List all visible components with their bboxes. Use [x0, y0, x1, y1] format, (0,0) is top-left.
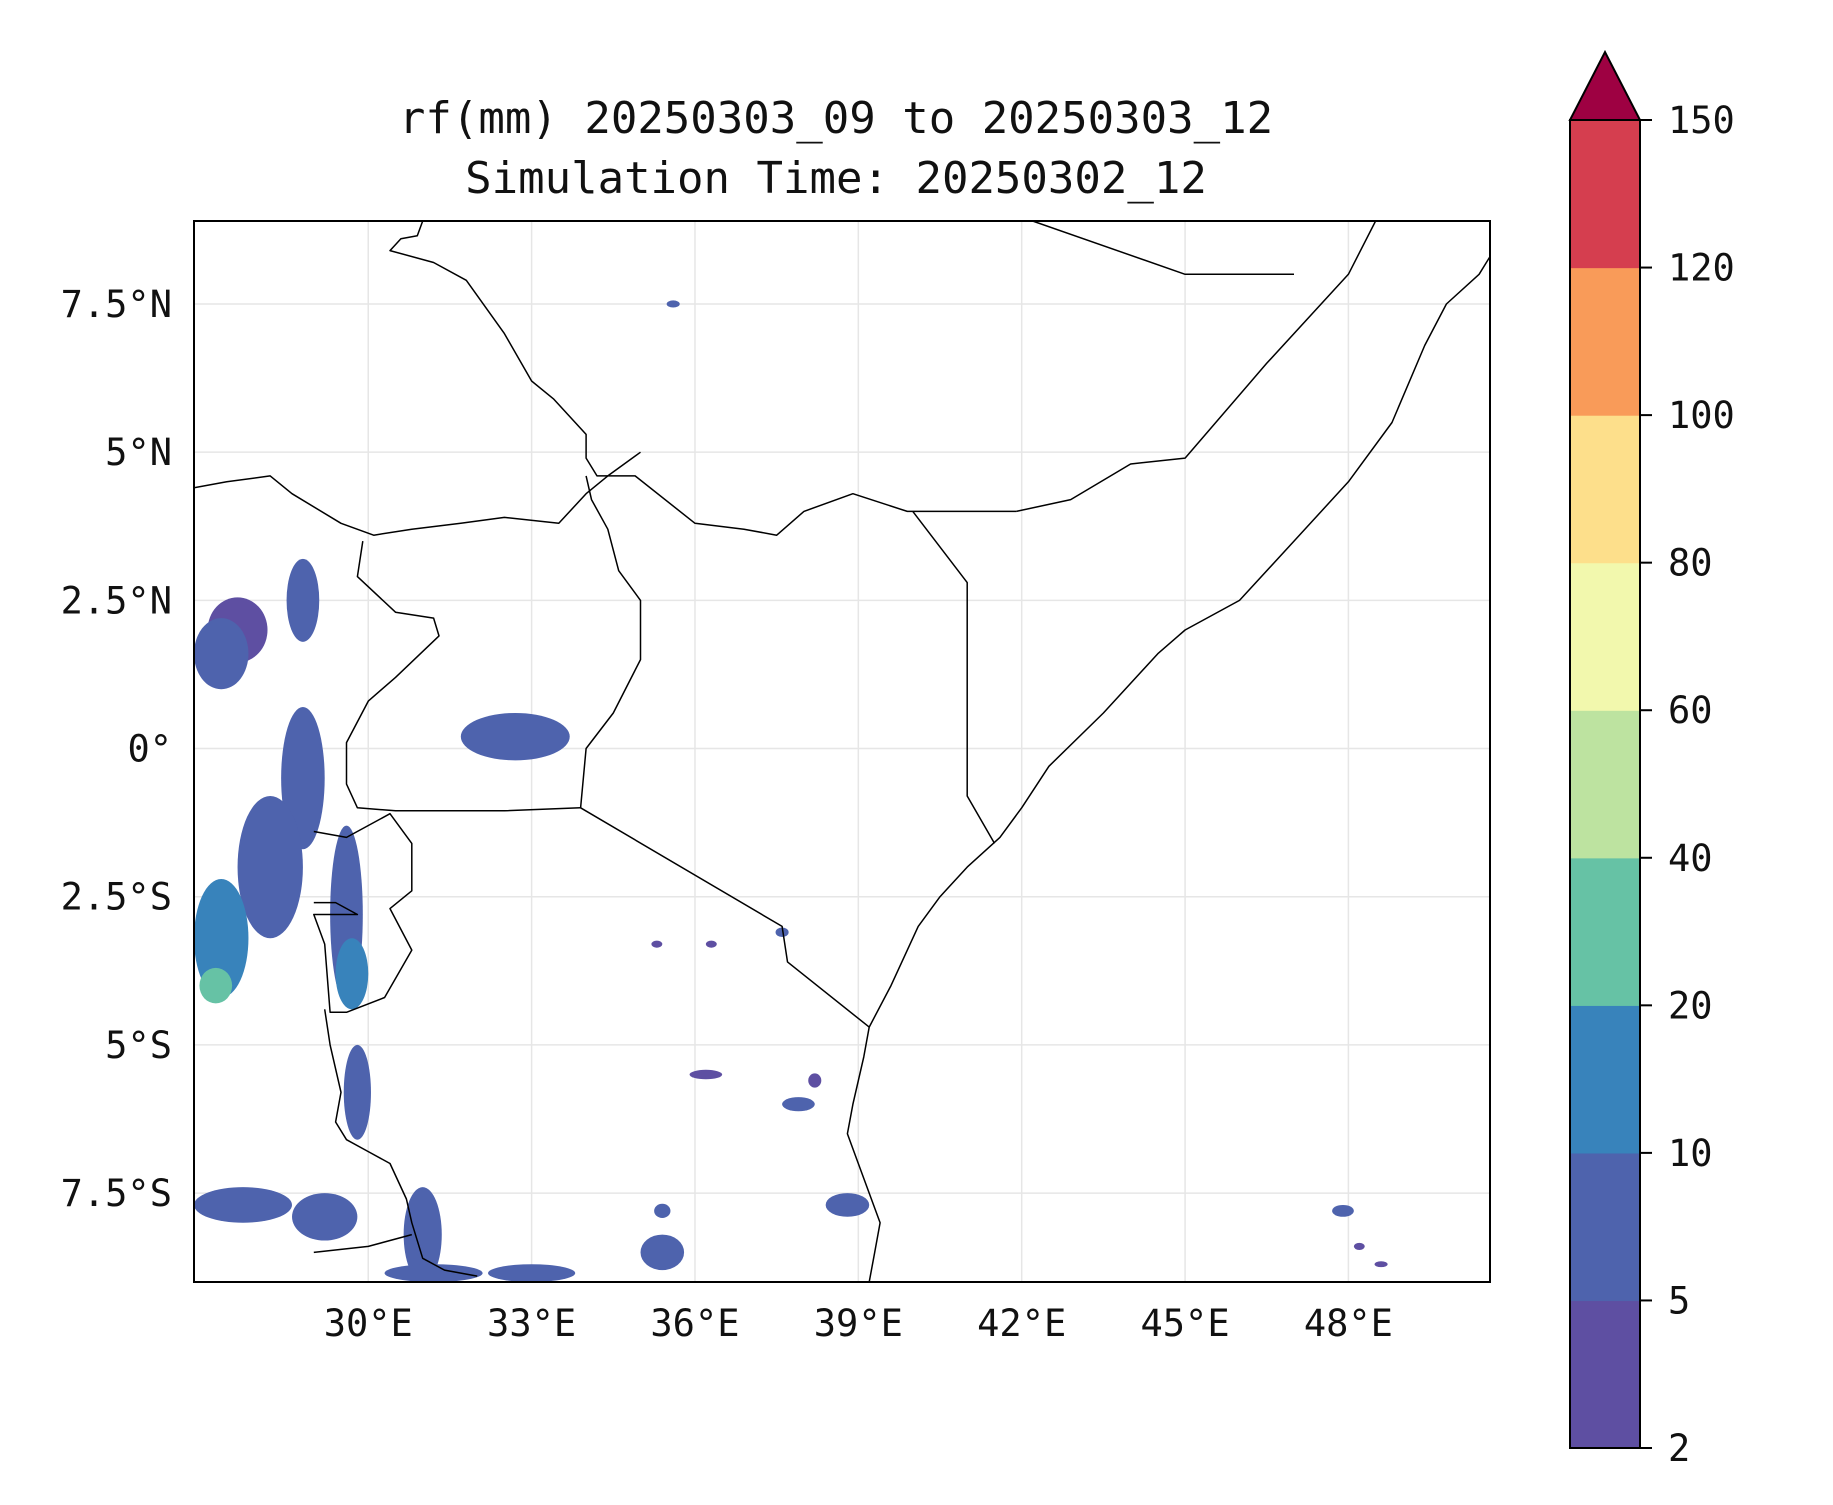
rain-s-7 — [689, 1069, 723, 1080]
lon-tick-label-1: 33°E — [487, 1302, 576, 1345]
lat-tick-label-2: 2.5°N — [61, 579, 172, 622]
rain-somali-sea-1 — [1332, 1204, 1354, 1217]
rain-w-4 — [281, 707, 325, 850]
country-borders — [194, 221, 1490, 1282]
rain-s-1 — [384, 1264, 483, 1282]
rain-s-3 — [640, 1234, 685, 1271]
rain-s-6 — [782, 1097, 815, 1112]
colorbar-tick-label-2: 10 — [1668, 1132, 1713, 1175]
rain-somali-sea-2 — [1353, 1242, 1365, 1250]
colorbar-bin-10-20 — [1570, 1005, 1640, 1154]
rain-s-4 — [654, 1203, 671, 1218]
border-ethiopia-somaliland — [1032, 221, 1294, 276]
border-kenya-tanzania — [580, 807, 870, 1028]
rainfall-field — [194, 300, 1388, 1282]
lat-tick-label-1: 5°N — [105, 431, 172, 474]
longitude-ticks: 30°E 33°E 36°E 39°E 42°E 45°E 48°E — [324, 1302, 1393, 1345]
border-rwanda-burundi — [313, 812, 413, 1014]
rain-w-3 — [194, 618, 249, 690]
lon-tick-label-3: 39°E — [814, 1302, 903, 1345]
map-title-line2: Simulation Time: 20250302_12 — [465, 153, 1207, 204]
colorbar-tick-label-6: 80 — [1668, 542, 1713, 585]
lat-tick-label-4: 2.5°S — [61, 876, 172, 919]
rain-w-9 — [199, 967, 233, 1004]
rain-e-tz — [808, 1073, 822, 1088]
rain-sw-2 — [292, 1193, 358, 1241]
colorbar-bin-120-150 — [1570, 120, 1640, 269]
rain-kenya-3 — [705, 940, 717, 948]
lat-tick-label-3: 0° — [127, 728, 172, 771]
latitude-ticks: 7.5°N 5°N 2.5°N 0° 2.5°S 5°S 7.5°S — [61, 283, 172, 1215]
lon-tick-label-6: 48°E — [1304, 1302, 1393, 1345]
colorbar-extend-arrow — [1568, 49, 1642, 121]
colorbar-bin-5-10 — [1570, 1152, 1640, 1302]
border-uganda-kenya — [579, 475, 642, 808]
border-tanzania-zambia — [313, 1233, 412, 1254]
lon-tick-label-4: 42°E — [977, 1302, 1066, 1345]
rain-lake-victoria — [460, 712, 570, 761]
colorbar: 2 5 10 20 40 60 80 100 120 150 — [1568, 49, 1735, 1470]
rain-s-2 — [488, 1264, 576, 1282]
border-sudan-south-sudan — [389, 221, 1017, 536]
colorbar-frame — [1569, 119, 1641, 1449]
colorbar-tick-label-0: 2 — [1668, 1427, 1690, 1470]
rain-w-6 — [194, 878, 249, 998]
rain-somali-sea-3 — [1374, 1261, 1388, 1268]
colorbar-tick-label-9: 150 — [1668, 99, 1735, 142]
border-somalia-ethiopia — [1016, 221, 1377, 513]
lon-tick-label-5: 45°E — [1141, 1302, 1230, 1345]
rain-kenya-2 — [651, 940, 663, 948]
colorbar-bin-2-5 — [1570, 1300, 1640, 1449]
rain-w-8 — [335, 938, 369, 1010]
map-axes-frame — [193, 220, 1491, 1283]
colorbar-tick-label-4: 40 — [1668, 837, 1713, 880]
rain-s-5 — [825, 1193, 870, 1217]
colorbar-tick-label-8: 120 — [1668, 247, 1735, 290]
colorbar-bin-20-40 — [1570, 857, 1640, 1006]
graticule-grid — [194, 221, 1490, 1282]
colorbar-bin-100-120 — [1570, 267, 1640, 416]
colorbar-bin-40-60 — [1570, 710, 1640, 859]
rain-w-5 — [237, 795, 303, 939]
border-kenya-somalia — [912, 510, 996, 844]
rain-ss-1 — [666, 300, 680, 308]
rain-kenya-1 — [775, 927, 789, 938]
border-lake-tanganyika — [323, 1009, 478, 1277]
border-drc-uganda — [345, 540, 581, 812]
lat-tick-label-5: 5°S — [105, 1024, 172, 1067]
colorbar-tick-label-1: 5 — [1668, 1279, 1690, 1322]
rain-tanganyika-1 — [343, 1044, 371, 1140]
lon-tick-label-0: 30°E — [324, 1302, 413, 1345]
colorbar-bin-60-80 — [1570, 562, 1640, 711]
rain-sw-1 — [194, 1187, 293, 1223]
colorbar-bin-80-100 — [1570, 415, 1640, 564]
lon-tick-label-2: 36°E — [650, 1302, 739, 1345]
colorbar-tick-label-3: 20 — [1668, 984, 1713, 1027]
lat-tick-label-0: 7.5°N — [61, 283, 172, 326]
map-title-line1: rf(mm) 20250303_09 to 20250303_12 — [399, 93, 1273, 144]
lat-tick-label-6: 7.5°S — [61, 1172, 172, 1215]
rain-w-2 — [286, 558, 320, 642]
coastline-east — [846, 256, 1490, 1282]
colorbar-tick-label-7: 100 — [1668, 394, 1735, 437]
colorbar-tick-label-5: 60 — [1668, 689, 1713, 732]
border-south-sudan-uganda — [194, 451, 641, 536]
rain-tanganyika-2 — [403, 1187, 442, 1282]
